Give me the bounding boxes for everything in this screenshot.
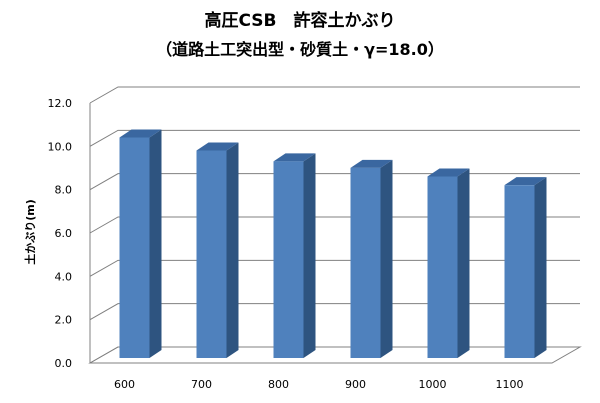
gridline	[89, 303, 580, 321]
bar	[119, 129, 162, 358]
grid-layer	[89, 86, 580, 364]
bar-side	[303, 153, 316, 358]
x-tick-label: 700	[191, 378, 212, 391]
bar-top	[273, 153, 316, 162]
gridline	[89, 259, 580, 277]
floor-plane	[88, 346, 582, 364]
x-tick-label: 800	[268, 378, 289, 391]
bar-front	[350, 167, 381, 358]
bar-side	[457, 168, 470, 358]
y-tick-label: 2.0	[55, 314, 73, 327]
y-tick-label: 12.0	[48, 97, 73, 110]
bar-side	[226, 142, 239, 358]
bar-top	[427, 168, 470, 177]
bar	[196, 142, 239, 358]
bar-front	[196, 150, 227, 358]
x-tick-labels: 600 700 800 900 1000 1100	[114, 378, 524, 391]
chart-title: 高圧CSB 許容土かぶり	[205, 10, 396, 31]
y-tick-label: 6.0	[55, 227, 73, 240]
bar-front	[273, 161, 304, 358]
bar-top	[504, 177, 547, 186]
bar-front	[119, 137, 150, 358]
bar-front	[504, 185, 535, 358]
bar-side	[149, 129, 162, 358]
y-tick-label: 0.0	[55, 357, 73, 370]
bar-top	[350, 159, 393, 168]
bar	[273, 153, 316, 358]
y-tick-label: 8.0	[55, 184, 73, 197]
x-tick-label: 900	[345, 378, 366, 391]
gridline	[89, 216, 580, 234]
bar-layer	[119, 129, 547, 358]
bar-front	[427, 176, 458, 358]
bar	[504, 177, 547, 358]
gridline	[89, 129, 580, 147]
y-tick-labels: 0.0 2.0 4.0 6.0 8.0 10.0 12.0	[48, 97, 73, 370]
x-tick-label: 600	[114, 378, 135, 391]
y-tick-label: 4.0	[55, 270, 73, 283]
bar	[427, 168, 470, 358]
bar-side	[534, 177, 547, 358]
bar	[350, 159, 393, 358]
chart-subtitle: （道路土工突出型・砂質土・γ=18.0）	[156, 40, 444, 59]
x-tick-label: 1000	[419, 378, 447, 391]
bar-side	[380, 159, 393, 358]
bar-top	[119, 129, 162, 138]
axis-layer	[88, 103, 582, 364]
gridline	[89, 86, 580, 104]
bar-top	[196, 142, 239, 151]
x-tick-label: 1100	[496, 378, 524, 391]
y-tick-label: 10.0	[48, 140, 73, 153]
y-axis-label: 土かぶり(m)	[23, 199, 37, 265]
gridline	[89, 173, 580, 191]
